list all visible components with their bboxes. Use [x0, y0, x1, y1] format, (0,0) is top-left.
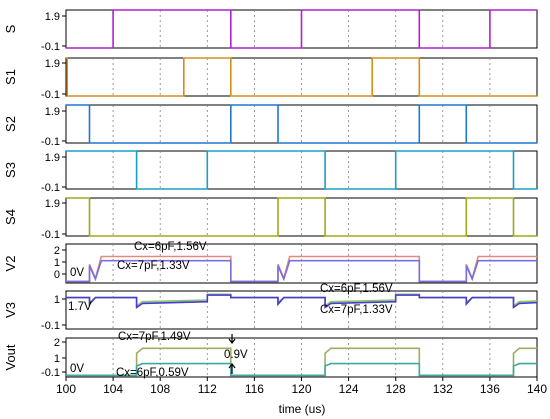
- up-arrow-icon: [228, 363, 236, 374]
- x-tick-label: 116: [245, 382, 264, 396]
- y-tick-label: -0.1: [41, 136, 60, 148]
- annotation-label: Cx=7pF,1.49V: [118, 331, 191, 343]
- y-axis-label: V2: [3, 256, 18, 272]
- y-tick-label: -0.1: [41, 320, 60, 332]
- series-line-2: [66, 259, 537, 283]
- x-tick-label: 132: [433, 382, 453, 396]
- panel-v2: 210 V2 Cx=6pF,1.56V Cx=7pF,1.33V 0V: [3, 241, 538, 284]
- y-axis-label: S: [3, 24, 18, 33]
- y-tick-label: -0.1: [41, 182, 60, 194]
- panel-s3: 1.9 -0.1 S3: [3, 150, 538, 194]
- y-tick-label: 1.9: [45, 152, 60, 164]
- x-tick-label: 128: [386, 382, 406, 396]
- y-axis-label: S1: [3, 69, 18, 85]
- series-line-1: [66, 150, 537, 190]
- y-axis-label: S2: [3, 116, 18, 132]
- x-tick-label: 140: [527, 382, 547, 396]
- y-tick-label: 1.9: [45, 106, 60, 118]
- x-tick-label: 112: [198, 382, 217, 396]
- series-line-1: [66, 197, 537, 237]
- y-axis-label: S4: [3, 209, 18, 225]
- y-tick-label: -0.1: [41, 229, 60, 241]
- annotation-label: Cx=7pF,1.33V: [117, 260, 190, 272]
- series-line-2: [66, 362, 537, 377]
- x-tick-label: 108: [150, 382, 170, 396]
- x-tick-label: 124: [339, 382, 359, 396]
- panel-s1: 1.9 -0.1 S1: [3, 57, 538, 101]
- y-axis-label: S3: [3, 162, 18, 178]
- annotation-label: 0.9V: [224, 349, 248, 361]
- x-axis: time (us) 100 104 108 112 116 120 124 128 132 136…: [56, 377, 547, 416]
- y-tick-label: 1: [54, 257, 60, 269]
- series-line-1: [66, 57, 537, 97]
- panel-vout: 2 1 -0.1 Vout Cx=7pF,1.49V Cx=6pF,0.59V 0V 0.9V: [3, 331, 538, 379]
- panel-s: 1.9 -0.1 S: [3, 9, 538, 53]
- panel-s4: 1.9 -0.1 S4: [3, 197, 538, 241]
- y-tick-label: 1: [54, 353, 60, 365]
- annotation-label: Cx=6pF,0.59V: [116, 367, 189, 379]
- down-arrow-icon: [228, 334, 236, 344]
- y-tick-label: 1.9: [45, 198, 60, 210]
- annotation-label: Cx=7pF,1.33V: [320, 304, 393, 316]
- y-tick-label: 1: [54, 294, 60, 306]
- y-axis-label: Vout: [3, 344, 18, 370]
- y-tick-label: -0.1: [41, 41, 60, 53]
- x-axis-label: time (us): [279, 402, 326, 416]
- y-tick-label: -0.1: [41, 367, 60, 379]
- panel-v3: 1 -0.1 V3 1.7V Cx=6pF,1.56V Cx=7pF,1.33V: [3, 283, 538, 332]
- series-line-2: [66, 294, 538, 310]
- annotation-label: 0V: [70, 267, 84, 279]
- series-line-1: [66, 9, 537, 49]
- x-tick-label: 104: [103, 382, 123, 396]
- y-tick-label: 2: [54, 245, 60, 257]
- y-tick-label: -0.1: [41, 89, 60, 101]
- y-tick-label: 1.9: [45, 11, 60, 23]
- x-tick-label: 136: [480, 382, 500, 396]
- series-line-1: [66, 104, 537, 144]
- panel-s2: 1.9 -0.1 S2: [3, 104, 538, 148]
- series-line-1: [66, 347, 537, 377]
- y-tick-label: 1.9: [45, 58, 60, 70]
- y-axis-label: V3: [3, 302, 18, 318]
- y-tick-label: 2: [54, 337, 60, 349]
- annotation-label: 1.7V: [68, 301, 92, 313]
- annotation-label: Cx=6pF,1.56V: [134, 241, 207, 253]
- annotation-label: Cx=6pF,1.56V: [320, 283, 393, 295]
- x-tick-label: 100: [56, 382, 76, 396]
- y-tick-label: 0: [54, 269, 60, 281]
- annotation-label: 0V: [70, 363, 84, 375]
- chart-panels: 1.9 -0.1 S 1.9 -0.1 S1 1.9 -0.1 S2 1.9 -0.1 S3 1.9 -0…: [3, 9, 538, 379]
- x-tick-label: 120: [291, 382, 311, 396]
